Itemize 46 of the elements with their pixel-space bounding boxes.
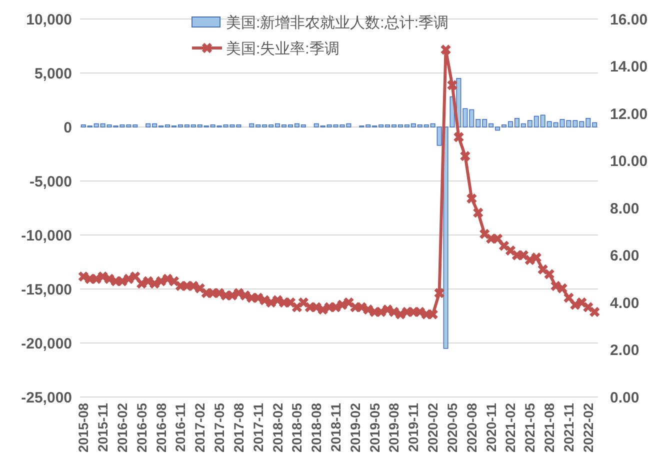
x-tick-label: 2021-05 bbox=[522, 402, 538, 453]
y2-tick-label: 0.00 bbox=[610, 389, 640, 406]
y2-tick-label: 6.00 bbox=[610, 248, 640, 264]
y-tick-label: 10,000 bbox=[26, 11, 72, 28]
x-tick-label: 2015-11 bbox=[96, 402, 111, 452]
y-tick-label: -5,000 bbox=[29, 173, 72, 190]
x-tick-label: 2020-11 bbox=[484, 402, 499, 452]
x-tick-label: 2021-11 bbox=[561, 402, 576, 452]
x-tick-label: 2016-08 bbox=[154, 402, 169, 453]
x-tick-label: 2018-11 bbox=[328, 402, 344, 452]
x-tick-label: 2017-02 bbox=[192, 403, 208, 453]
x-tick-label: 2022-02 bbox=[580, 403, 596, 453]
y-tick-label: -10,000 bbox=[21, 227, 72, 244]
y2-tick-label: 10.00 bbox=[610, 153, 648, 170]
legend-label: 美国:失业率:季调 bbox=[226, 40, 340, 58]
y2-tick-label: 12.00 bbox=[610, 106, 648, 123]
x-tick-label: 2021-08 bbox=[542, 402, 558, 453]
y-tick-label: -20,000 bbox=[21, 335, 72, 352]
x-tick-label: 2019-11 bbox=[406, 402, 422, 452]
x-tick-label: 2020-08 bbox=[464, 402, 480, 453]
legend-label: 美国:新增非农就业人数:总计:季调 bbox=[226, 14, 449, 32]
x-tick-label: 2016-11 bbox=[173, 402, 188, 452]
x-tick-label: 2016-02 bbox=[114, 403, 130, 453]
x-tick-label: 2020-02 bbox=[426, 403, 441, 453]
x-tick-label: 2017-08 bbox=[231, 402, 246, 453]
y-tick-label: 5,000 bbox=[34, 65, 72, 82]
x-tick-label: 2021-02 bbox=[503, 403, 518, 453]
y2-tick-label: 4.00 bbox=[610, 294, 640, 312]
x-tick-label: 2018-08 bbox=[309, 402, 324, 453]
x-tick-label: 2019-08 bbox=[386, 402, 402, 453]
y-tick-label: -25,000 bbox=[21, 389, 72, 406]
y2-tick-label: 8.00 bbox=[610, 200, 640, 218]
y-tick-label: -15,000 bbox=[21, 281, 72, 298]
y2-tick-label: 2.00 bbox=[610, 342, 640, 359]
x-tick-label: 2019-05 bbox=[367, 402, 382, 453]
y2-tick-label: 14.00 bbox=[610, 58, 648, 76]
x-tick-label: 2017-05 bbox=[212, 402, 228, 453]
x-tick-label: 2015-08 bbox=[76, 402, 92, 453]
y2-tick-label: 16.00 bbox=[610, 11, 648, 28]
x-tick-label: 2019-02 bbox=[348, 403, 363, 453]
x-tick-label: 2017-11 bbox=[250, 402, 266, 452]
y-tick-label: 0 bbox=[64, 119, 72, 136]
x-tick-label: 2016-05 bbox=[134, 402, 150, 453]
x-tick-label: 2020-05 bbox=[444, 402, 460, 453]
x-tick-label: 2018-02 bbox=[270, 403, 286, 453]
x-tick-label: 2018-05 bbox=[290, 402, 305, 453]
